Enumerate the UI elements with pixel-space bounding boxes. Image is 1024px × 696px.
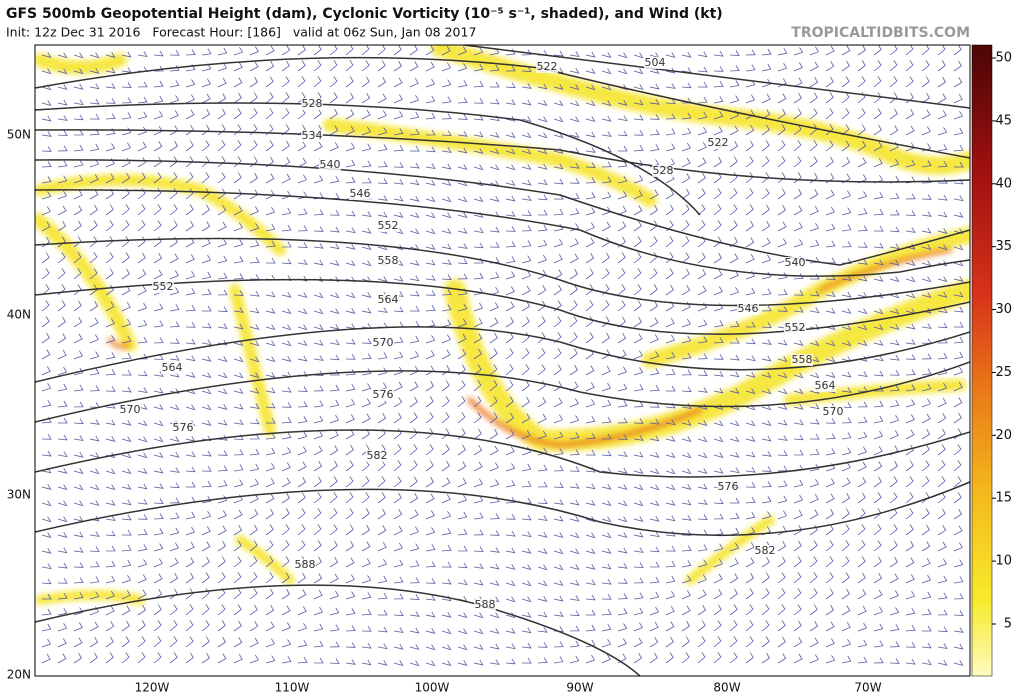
contour-label: 522 bbox=[537, 60, 558, 73]
contour-label-bg bbox=[717, 481, 739, 493]
colorbar-tick-label: 15 bbox=[995, 491, 1012, 506]
contour-label: 582 bbox=[755, 544, 776, 557]
contour-label-bg bbox=[377, 220, 399, 232]
contour-label-bg bbox=[822, 406, 844, 418]
contour-label: 552 bbox=[785, 321, 806, 334]
contour-label: 564 bbox=[162, 361, 183, 374]
lon-label: 110W bbox=[275, 681, 310, 695]
lat-label: 30N bbox=[7, 488, 31, 502]
contour-label: 528 bbox=[653, 164, 674, 177]
contour-label-bg bbox=[366, 450, 388, 462]
title: GFS 500mb Geopotential Height (dam), Cyc… bbox=[6, 6, 723, 22]
contour-label-bg bbox=[474, 599, 496, 611]
contour-label: 552 bbox=[153, 280, 174, 293]
map-frame bbox=[34, 44, 971, 677]
contour-label-bg bbox=[372, 389, 394, 401]
map-area bbox=[35, 45, 970, 676]
contour-label: 588 bbox=[295, 558, 316, 571]
lon-label: 70W bbox=[854, 681, 881, 695]
contour-label: 504 bbox=[645, 56, 666, 69]
contour-label: 570 bbox=[373, 336, 394, 349]
contour-label-bg bbox=[644, 57, 666, 69]
contour-label-bg bbox=[652, 165, 674, 177]
contour-label: 546 bbox=[350, 187, 371, 200]
contour-label: 576 bbox=[373, 388, 394, 401]
contour-label-bg bbox=[784, 257, 806, 269]
contour-label: 540 bbox=[320, 158, 341, 171]
contour-label-bg bbox=[784, 322, 806, 334]
contour-label-bg bbox=[377, 255, 399, 267]
colorbar bbox=[971, 44, 993, 677]
colorbar-tick-label: 50 bbox=[995, 51, 1012, 66]
colorbar-tick-label: 45 bbox=[995, 113, 1012, 128]
contour-label: 540 bbox=[785, 256, 806, 269]
contour-label-bg bbox=[372, 337, 394, 349]
contour-label-bg bbox=[536, 61, 558, 73]
contour-label-bg bbox=[319, 159, 341, 171]
contour-label: 552 bbox=[378, 219, 399, 232]
contour-label-bg bbox=[349, 188, 371, 200]
contour-label-bg bbox=[301, 98, 323, 110]
contour-label: 564 bbox=[378, 293, 399, 306]
contour-label-bg bbox=[119, 404, 141, 416]
contour-label-bg bbox=[377, 294, 399, 306]
watermark: TROPICALTIDBITS.COM bbox=[791, 25, 970, 41]
contour-label: 534 bbox=[302, 129, 323, 142]
contour-label: 570 bbox=[120, 403, 141, 416]
contour-label: 576 bbox=[173, 421, 194, 434]
colorbar-tick-label: 10 bbox=[995, 554, 1012, 569]
contour-label: 582 bbox=[367, 449, 388, 462]
colorbar-tick-label: 5 bbox=[1004, 617, 1012, 632]
colorbar-tick-label: 25 bbox=[995, 365, 1012, 380]
lon-label: 80W bbox=[713, 681, 740, 695]
labels: 50N 40N 30N 20N 120W 110W 100W 90W 80W 70W 504 522 5… bbox=[7, 51, 1012, 695]
lat-label: 20N bbox=[7, 668, 31, 682]
lon-label: 120W bbox=[135, 681, 170, 695]
contour-label-bg bbox=[301, 130, 323, 142]
contour-label: 588 bbox=[475, 598, 496, 611]
contour-label-bg bbox=[791, 354, 813, 366]
lon-label: 90W bbox=[566, 681, 593, 695]
colorbar-tick-label: 20 bbox=[995, 428, 1012, 443]
contour-label-bg bbox=[814, 380, 836, 392]
contour-label-bg bbox=[737, 303, 759, 315]
contour-label: 558 bbox=[792, 353, 813, 366]
lat-label: 50N bbox=[7, 128, 31, 142]
contour-label-bg bbox=[707, 137, 729, 149]
contour-label: 546 bbox=[738, 302, 759, 315]
lon-label: 100W bbox=[415, 681, 450, 695]
contour-label-bg bbox=[161, 362, 183, 374]
colorbar-tick-label: 35 bbox=[995, 239, 1012, 254]
contour-label: 528 bbox=[302, 97, 323, 110]
contour-label-bg bbox=[172, 422, 194, 434]
lat-label: 40N bbox=[7, 308, 31, 322]
subtitle: Init: 12z Dec 31 2016 Forecast Hour: [18… bbox=[6, 25, 476, 40]
contour-label-bg bbox=[152, 281, 174, 293]
colorbar-tick-label: 40 bbox=[995, 176, 1012, 191]
contour-label: 564 bbox=[815, 379, 836, 392]
contour-label: 570 bbox=[823, 405, 844, 418]
contour-label: 576 bbox=[718, 480, 739, 493]
contour-label: 522 bbox=[708, 136, 729, 149]
contour-label: 558 bbox=[378, 254, 399, 267]
vorticity-shading bbox=[35, 45, 970, 605]
colorbar-tick-label: 30 bbox=[995, 302, 1012, 317]
contour-label-bg bbox=[294, 559, 316, 571]
contour-label-bg bbox=[754, 545, 776, 557]
